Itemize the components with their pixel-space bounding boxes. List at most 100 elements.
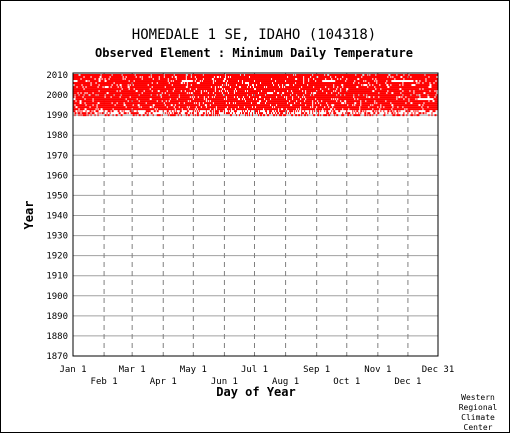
data-cell <box>377 82 386 85</box>
data-cell <box>200 114 204 117</box>
data-cell <box>406 96 420 99</box>
data-cell <box>276 110 279 113</box>
data-cell <box>109 78 123 81</box>
data-cell <box>364 80 366 83</box>
data-cell <box>292 90 303 93</box>
data-cell <box>247 94 252 97</box>
data-cell <box>338 86 343 89</box>
data-cell <box>380 108 392 111</box>
data-cell <box>198 96 204 99</box>
data-cell <box>238 106 244 109</box>
data-cell <box>334 84 342 87</box>
data-cell <box>173 112 178 115</box>
data-cell <box>79 108 85 111</box>
data-cell <box>159 78 168 81</box>
data-cell <box>80 114 82 117</box>
data-cell <box>93 100 128 103</box>
data-cell <box>370 84 373 87</box>
data-cell <box>187 92 189 95</box>
data-cell <box>165 104 171 107</box>
data-cell <box>348 88 376 91</box>
data-cell <box>83 96 105 99</box>
data-cell <box>97 104 115 107</box>
data-cell <box>118 86 121 89</box>
data-cell <box>261 100 267 103</box>
data-cell <box>301 98 306 101</box>
data-cell <box>157 94 160 97</box>
data-cell <box>308 84 334 87</box>
data-cell <box>391 102 406 105</box>
data-cell <box>360 110 363 113</box>
data-cell <box>301 110 303 113</box>
data-cell <box>343 86 357 89</box>
data-cell <box>297 78 304 81</box>
data-cell <box>90 114 92 117</box>
data-cell <box>409 74 425 77</box>
data-cell <box>174 74 186 77</box>
y-tick-label: 1920 <box>46 252 68 262</box>
data-cell <box>298 110 300 113</box>
data-cell <box>152 90 158 93</box>
data-cell <box>72 74 79 77</box>
data-cell <box>241 112 244 115</box>
data-cell <box>316 92 327 95</box>
data-cell <box>81 112 87 115</box>
data-cell <box>214 108 216 111</box>
data-cell <box>256 88 300 91</box>
data-cell <box>395 78 404 81</box>
data-cell <box>300 88 321 91</box>
data-cell <box>165 86 186 89</box>
data-cell <box>208 114 212 117</box>
data-cell <box>400 84 403 87</box>
data-cell <box>189 106 196 109</box>
data-cell <box>316 102 319 105</box>
data-cell <box>213 102 226 105</box>
data-cell <box>348 104 353 107</box>
data-cell <box>108 86 111 89</box>
data-cell <box>354 110 356 113</box>
data-cell <box>125 104 133 107</box>
data-cell <box>126 106 139 109</box>
data-cell <box>120 96 130 99</box>
data-cell <box>115 104 124 107</box>
data-cell <box>75 96 83 99</box>
data-cell <box>142 114 145 117</box>
data-cell <box>317 90 323 93</box>
data-cell <box>79 94 84 97</box>
data-cell <box>344 102 346 105</box>
data-cell <box>240 74 244 77</box>
data-cell <box>396 114 401 117</box>
data-cell <box>215 86 218 89</box>
data-cell <box>356 102 361 105</box>
data-cell <box>105 94 114 97</box>
data-cell <box>200 80 202 83</box>
data-cell <box>132 108 155 111</box>
data-cell <box>403 94 411 97</box>
data-cell <box>171 80 173 83</box>
y-tick-label: 1990 <box>46 111 68 121</box>
data-cell <box>405 108 407 111</box>
data-cell <box>419 82 423 85</box>
data-cell <box>273 82 296 85</box>
data-cell <box>149 76 151 79</box>
data-cell <box>249 110 251 113</box>
data-cell <box>276 114 278 117</box>
y-tick-label: 2000 <box>46 91 68 101</box>
data-cell <box>152 114 154 117</box>
data-cell <box>223 110 225 113</box>
data-cell <box>164 112 166 115</box>
data-cell <box>323 90 334 93</box>
data-cell <box>313 74 325 77</box>
data-cell <box>227 106 238 109</box>
data-cell <box>301 114 303 117</box>
data-cell <box>76 100 80 103</box>
data-cell <box>192 110 194 113</box>
data-cell <box>222 88 224 91</box>
data-cell <box>277 96 285 99</box>
data-cell <box>159 76 164 79</box>
data-cell <box>302 86 314 89</box>
data-cell <box>396 110 399 113</box>
data-cell <box>313 104 321 107</box>
data-cell <box>257 84 274 87</box>
